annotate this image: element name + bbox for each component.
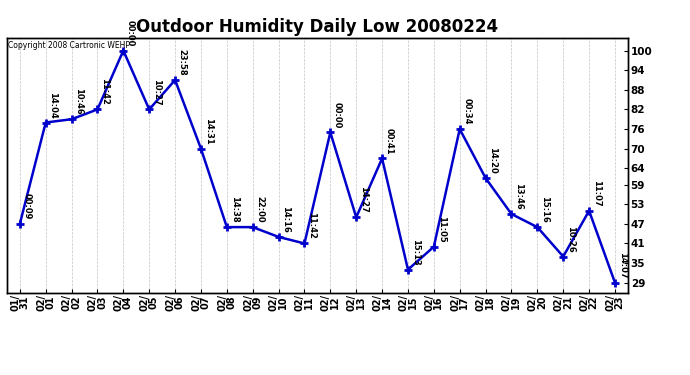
Text: 15:13: 15:13 [411, 239, 420, 266]
Text: 10:27: 10:27 [152, 79, 161, 105]
Text: 22:00: 22:00 [255, 196, 264, 223]
Text: 10:46: 10:46 [75, 88, 83, 115]
Text: 14:31: 14:31 [204, 118, 213, 144]
Text: 14:20: 14:20 [489, 147, 497, 174]
Title: Outdoor Humidity Daily Low 20080224: Outdoor Humidity Daily Low 20080224 [137, 18, 498, 36]
Text: 10:26: 10:26 [566, 226, 575, 252]
Text: 00:00: 00:00 [333, 102, 342, 128]
Text: 00:41: 00:41 [385, 128, 394, 154]
Text: 14:27: 14:27 [359, 186, 368, 213]
Text: 11:42: 11:42 [307, 212, 316, 239]
Text: 14:07: 14:07 [618, 252, 627, 279]
Text: 14:38: 14:38 [230, 196, 239, 223]
Text: 15:16: 15:16 [540, 196, 549, 223]
Text: 11:05: 11:05 [437, 216, 446, 243]
Text: Copyright 2008 Cartronic WEHP: Copyright 2008 Cartronic WEHP [8, 41, 130, 50]
Text: 11:42: 11:42 [100, 78, 109, 105]
Text: 14:16: 14:16 [282, 206, 290, 233]
Text: 14:04: 14:04 [48, 92, 57, 118]
Text: 13:46: 13:46 [514, 183, 523, 210]
Text: 00:34: 00:34 [462, 98, 471, 125]
Text: 00:09: 00:09 [23, 193, 32, 220]
Text: 00:00: 00:00 [126, 20, 135, 46]
Text: 11:07: 11:07 [592, 180, 601, 207]
Text: 23:58: 23:58 [178, 49, 187, 76]
